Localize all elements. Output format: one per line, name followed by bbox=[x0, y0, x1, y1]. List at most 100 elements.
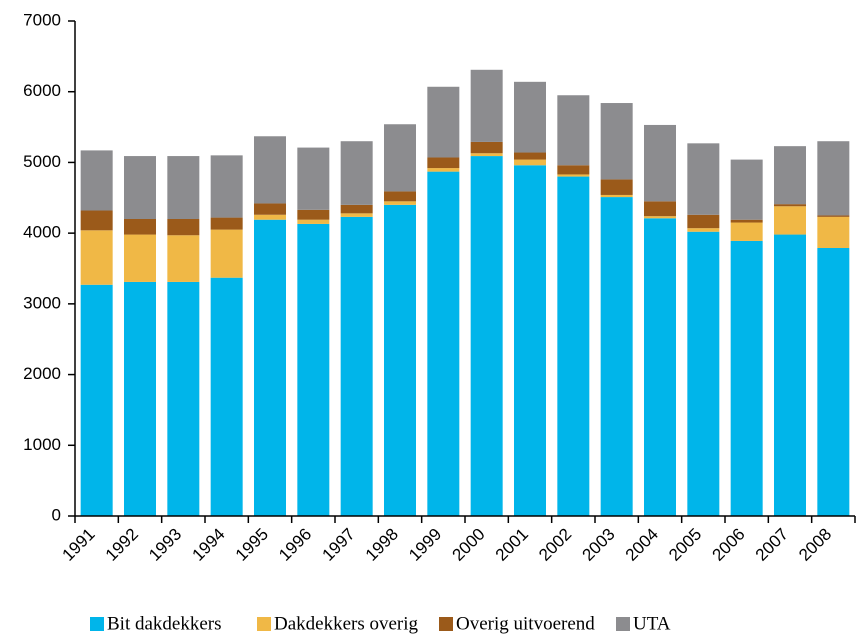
bar-segment bbox=[384, 204, 416, 516]
x-tick-label: 1995 bbox=[232, 525, 272, 565]
y-tick-label: 3000 bbox=[23, 293, 61, 312]
x-tick-label: 1991 bbox=[58, 525, 98, 565]
bar-segment bbox=[167, 281, 200, 516]
bar-segment bbox=[730, 219, 763, 223]
x-tick-label: 2003 bbox=[578, 525, 618, 565]
bar-segment bbox=[470, 69, 503, 142]
y-tick-label: 6000 bbox=[23, 81, 61, 100]
bar-segment bbox=[514, 152, 546, 160]
bar-segment bbox=[514, 81, 546, 153]
legend-swatch bbox=[90, 617, 104, 631]
bar-segment bbox=[557, 176, 590, 517]
bar-segment bbox=[254, 219, 286, 516]
y-tick-label: 4000 bbox=[23, 223, 61, 242]
bar-segment bbox=[167, 219, 200, 236]
bar-segment bbox=[557, 174, 590, 177]
bar-segment bbox=[427, 86, 460, 158]
bar-segment bbox=[600, 194, 633, 198]
bar-segment bbox=[384, 191, 416, 202]
bar-segment bbox=[470, 153, 503, 157]
bar-segment bbox=[384, 201, 416, 205]
bar-segment bbox=[817, 141, 850, 216]
x-tick-label: 2000 bbox=[448, 525, 488, 565]
bar-segment bbox=[297, 223, 330, 516]
x-tick-label: 2008 bbox=[795, 525, 835, 565]
legend-label: Dakdekkers overig bbox=[274, 613, 419, 634]
bar-segment bbox=[600, 197, 633, 517]
bar-segment bbox=[600, 179, 633, 195]
bar-segment bbox=[384, 124, 416, 192]
x-tick-label: 1998 bbox=[362, 525, 402, 565]
y-tick-label: 0 bbox=[52, 505, 61, 524]
y-tick-label: 1000 bbox=[23, 435, 61, 454]
bar-segment bbox=[124, 234, 156, 282]
bar-segment bbox=[644, 218, 676, 517]
x-tick-label: 2005 bbox=[665, 525, 705, 565]
bar-segment bbox=[730, 222, 763, 241]
x-tick-label: 2002 bbox=[535, 525, 575, 565]
bar-segment bbox=[644, 201, 676, 217]
x-tick-label: 1993 bbox=[145, 525, 185, 565]
bar-segment bbox=[167, 156, 200, 219]
bar-segment bbox=[687, 231, 720, 516]
bar-segment bbox=[210, 155, 243, 218]
y-tick-label: 5000 bbox=[23, 152, 61, 171]
x-tick-label: 2001 bbox=[492, 525, 532, 565]
bar-segment bbox=[730, 240, 763, 516]
bar-segment bbox=[427, 157, 460, 169]
bar-segment bbox=[514, 165, 546, 516]
bar-segment bbox=[644, 216, 676, 219]
bar-segment bbox=[167, 235, 200, 282]
y-tick-label: 2000 bbox=[23, 364, 61, 383]
bar-segment bbox=[470, 141, 503, 154]
bar-segment bbox=[210, 217, 243, 230]
bar-segment bbox=[124, 219, 156, 235]
x-tick-label: 2007 bbox=[752, 525, 792, 565]
bar-segment bbox=[600, 103, 633, 180]
legend-swatch bbox=[257, 617, 271, 631]
bar-segment bbox=[427, 171, 460, 516]
bar-segment bbox=[644, 124, 676, 202]
bar-segment bbox=[687, 143, 720, 215]
y-tick-label: 7000 bbox=[23, 10, 61, 29]
legend-swatch bbox=[616, 617, 630, 631]
legend-swatch bbox=[439, 617, 453, 631]
x-tick-label: 1999 bbox=[405, 525, 445, 565]
bar-segment bbox=[297, 209, 330, 220]
bar-segment bbox=[557, 95, 590, 166]
bar-segment bbox=[210, 229, 243, 278]
bar-segment bbox=[470, 156, 503, 517]
bar-segment bbox=[774, 234, 806, 517]
bar-segment bbox=[297, 147, 330, 210]
x-tick-label: 1992 bbox=[102, 525, 142, 565]
x-tick-label: 2006 bbox=[708, 525, 748, 565]
bar-segment bbox=[340, 204, 373, 214]
legend-label: Overig uitvoerend bbox=[456, 613, 595, 634]
bar-segment bbox=[124, 156, 156, 219]
bar-segment bbox=[254, 214, 286, 220]
x-tick-label: 1997 bbox=[318, 525, 358, 565]
bar-segment bbox=[80, 210, 113, 231]
bar-segment bbox=[80, 230, 113, 285]
legend-label: Bit dakdekkers bbox=[107, 613, 222, 634]
x-tick-label: 2004 bbox=[622, 525, 662, 565]
bar-segment bbox=[687, 228, 720, 232]
bar-segment bbox=[210, 277, 243, 516]
legend-label: UTA bbox=[633, 613, 671, 634]
bar-segment bbox=[817, 215, 850, 217]
bar-segment bbox=[254, 136, 286, 204]
bar-segment bbox=[774, 206, 806, 235]
bar-segment bbox=[730, 159, 763, 220]
bar-segment bbox=[817, 216, 850, 248]
bar-segment bbox=[774, 146, 806, 205]
bar-segment bbox=[80, 150, 113, 211]
bar-segment bbox=[514, 159, 546, 166]
bar-segment bbox=[687, 214, 720, 229]
bar-segment bbox=[557, 165, 590, 175]
bar-segment bbox=[297, 219, 330, 224]
bar-segment bbox=[80, 284, 113, 516]
bar-segment bbox=[254, 203, 286, 215]
bar-segment bbox=[124, 281, 156, 516]
x-tick-label: 1996 bbox=[275, 525, 315, 565]
bar-segment bbox=[340, 216, 373, 516]
